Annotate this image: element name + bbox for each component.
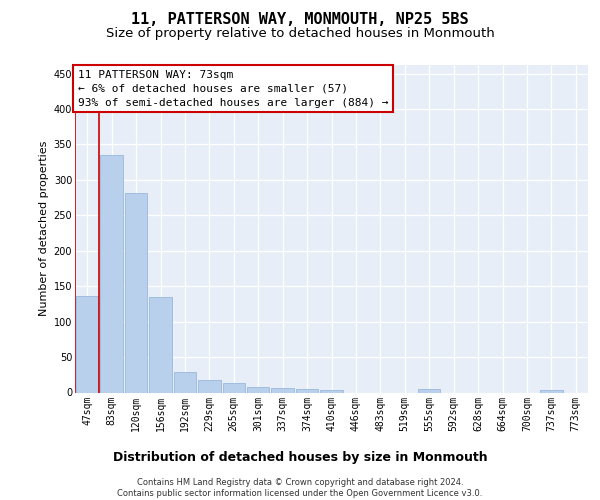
Text: 11 PATTERSON WAY: 73sqm
← 6% of detached houses are smaller (57)
93% of semi-det: 11 PATTERSON WAY: 73sqm ← 6% of detached…: [77, 70, 388, 108]
Bar: [271, 388, 294, 392]
Y-axis label: Number of detached properties: Number of detached properties: [40, 141, 49, 316]
Bar: [223, 384, 245, 392]
Bar: [540, 390, 563, 392]
Bar: [100, 155, 123, 392]
Text: Distribution of detached houses by size in Monmouth: Distribution of detached houses by size …: [113, 451, 487, 464]
Bar: [149, 297, 172, 392]
Bar: [198, 380, 221, 392]
Bar: [296, 389, 319, 392]
Text: Size of property relative to detached houses in Monmouth: Size of property relative to detached ho…: [106, 28, 494, 40]
Bar: [320, 390, 343, 392]
Text: 11, PATTERSON WAY, MONMOUTH, NP25 5BS: 11, PATTERSON WAY, MONMOUTH, NP25 5BS: [131, 12, 469, 28]
Bar: [247, 387, 269, 392]
Bar: [173, 372, 196, 392]
Bar: [125, 194, 148, 392]
Bar: [76, 296, 98, 392]
Text: Contains HM Land Registry data © Crown copyright and database right 2024.
Contai: Contains HM Land Registry data © Crown c…: [118, 478, 482, 498]
Bar: [418, 389, 440, 392]
